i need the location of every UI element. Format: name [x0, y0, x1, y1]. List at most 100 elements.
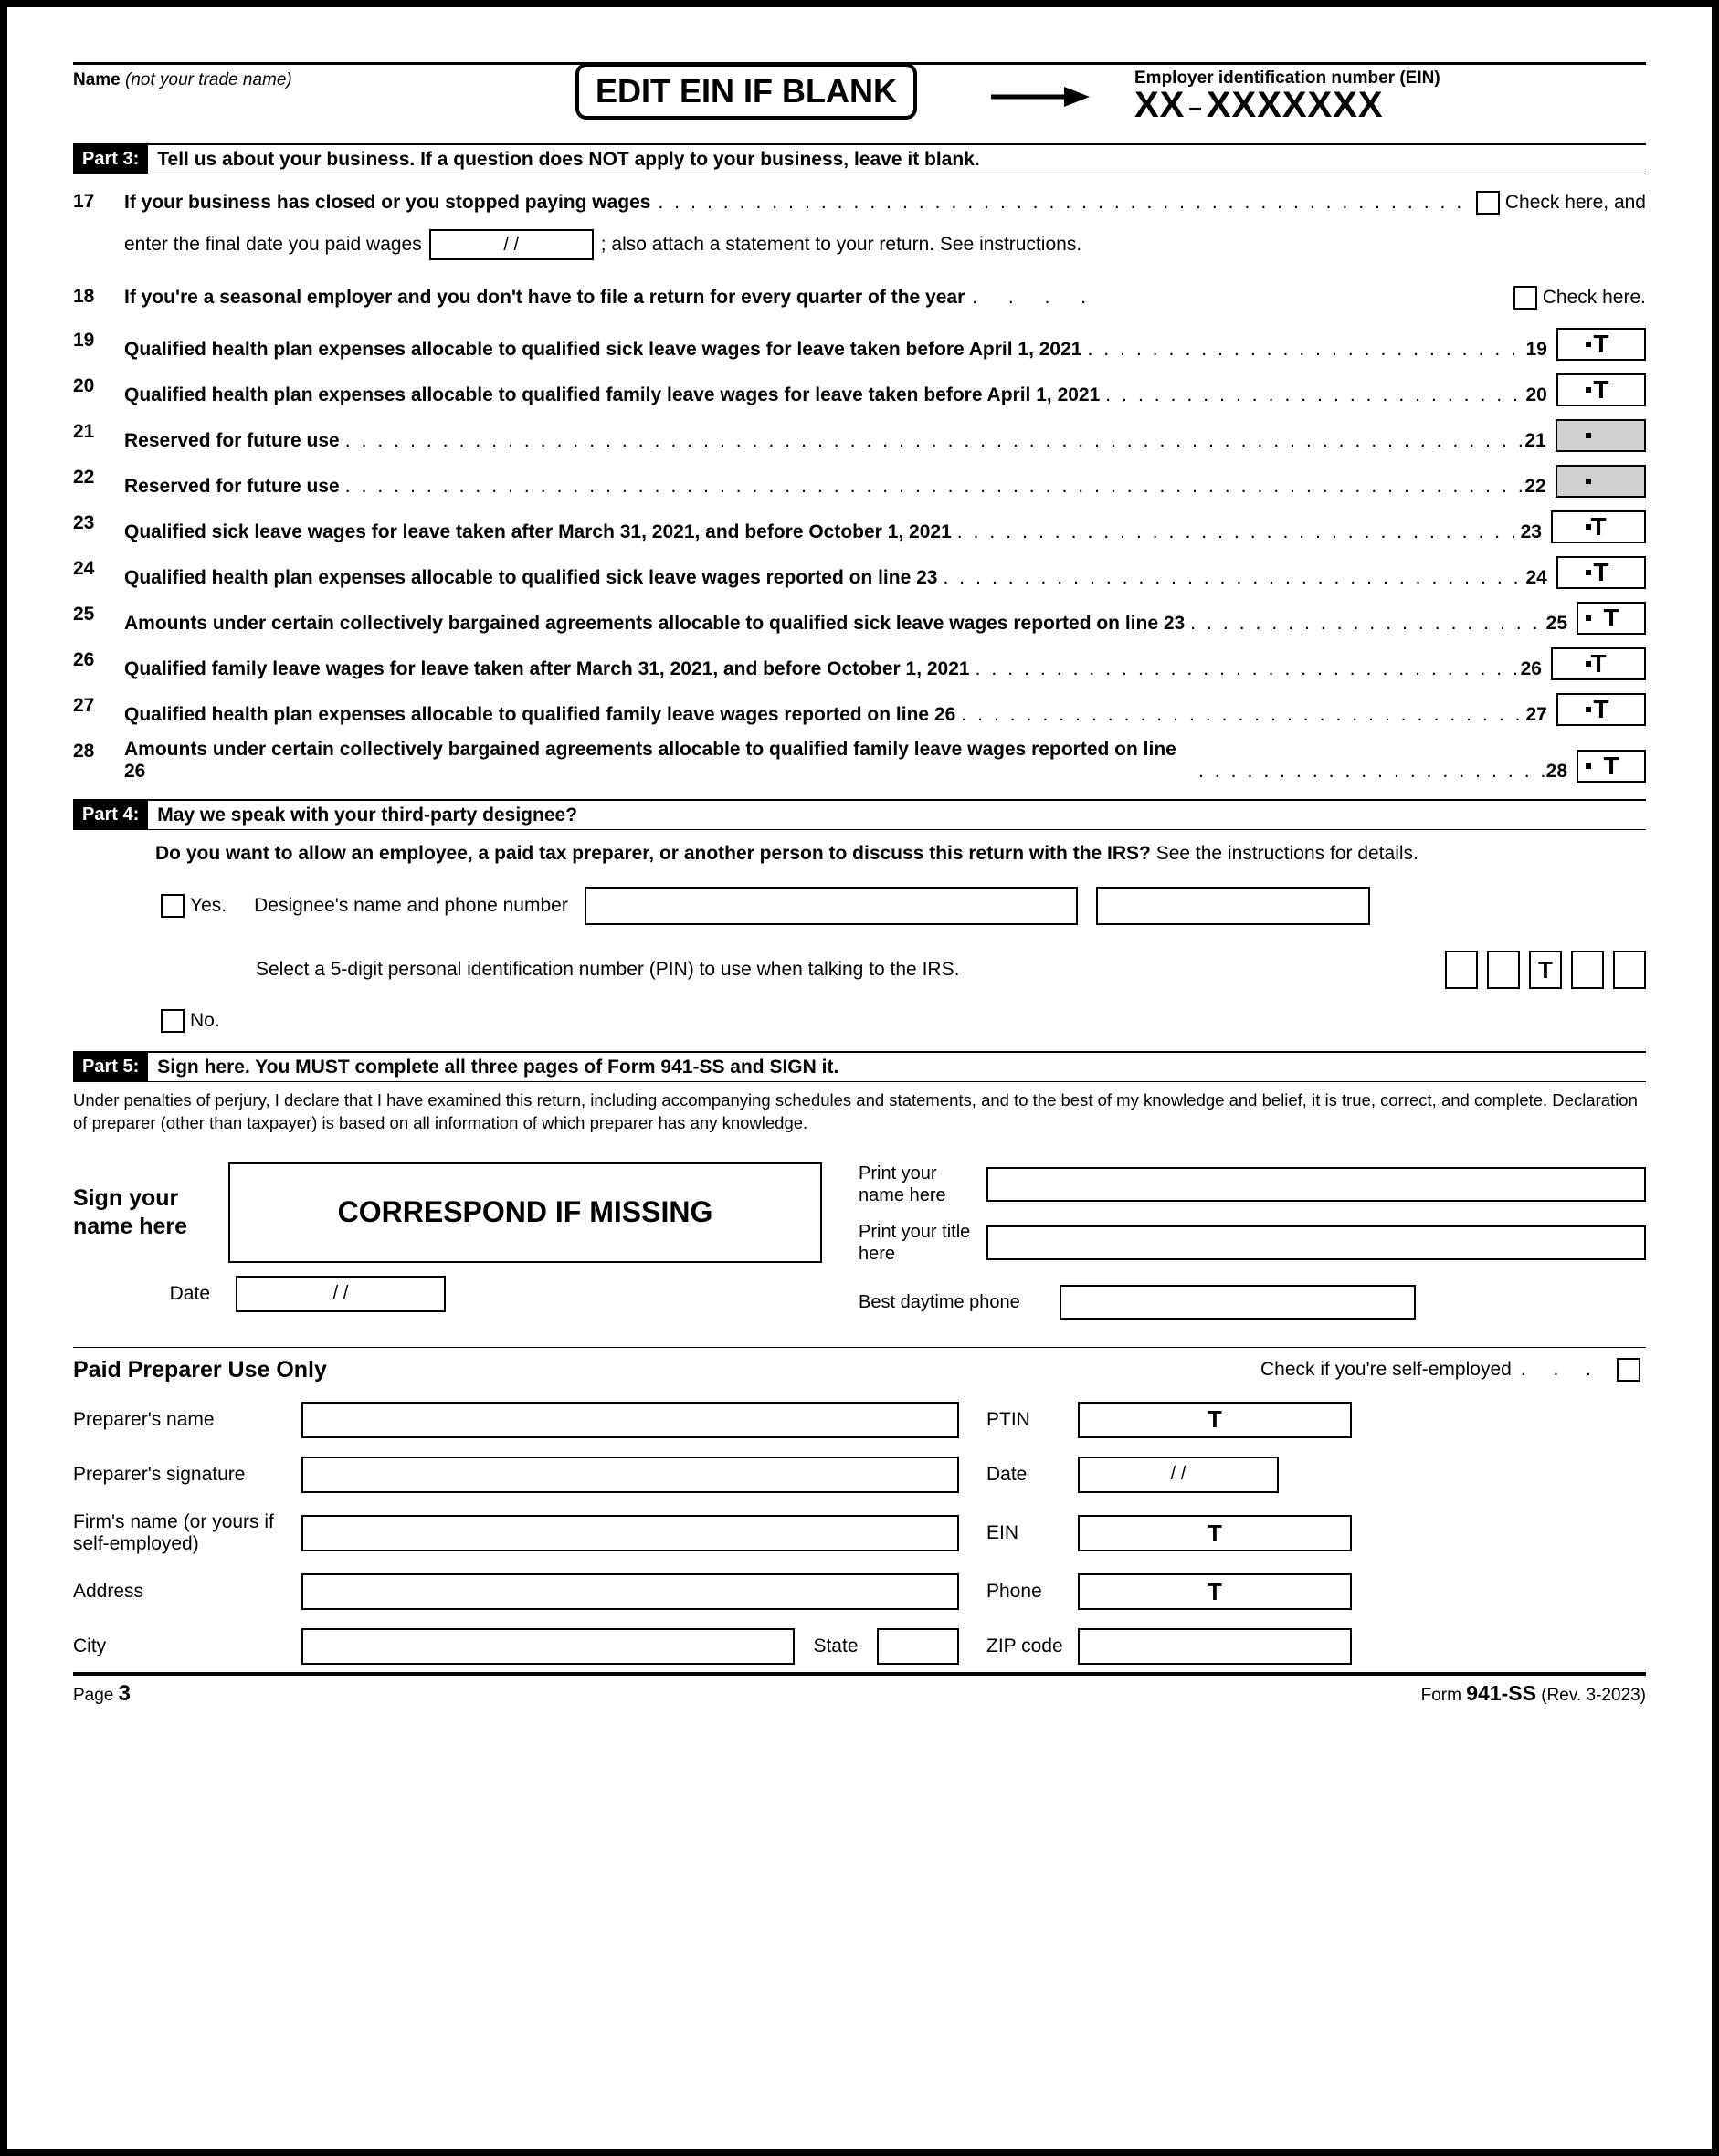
line-21-amount-input[interactable] — [1556, 419, 1646, 452]
print-title-input[interactable] — [986, 1225, 1646, 1260]
line-25-amount-input[interactable]: T — [1577, 602, 1646, 635]
pin-box-2[interactable] — [1487, 951, 1520, 989]
daytime-phone-label: Best daytime phone — [859, 1291, 1060, 1313]
line-27: 27Qualified health plan expenses allocab… — [73, 693, 1646, 726]
line-22-amount-input[interactable] — [1556, 465, 1646, 498]
form-rev: (Rev. 3-2023) — [1541, 1686, 1646, 1705]
dots: . . . — [1521, 1359, 1602, 1381]
line-19-num: 19 — [73, 328, 124, 352]
state-input[interactable] — [877, 1628, 959, 1665]
line-28-text: Amounts under certain collectively barga… — [124, 739, 1193, 783]
line-18: 18 If you're a seasonal employer and you… — [73, 286, 1646, 310]
city-input[interactable] — [301, 1628, 795, 1665]
line-27-right-num: 27 — [1526, 704, 1556, 726]
form-number: 941-SS — [1466, 1681, 1536, 1705]
line-19: 19Qualified health plan expenses allocab… — [73, 328, 1646, 361]
dots: ........................................… — [970, 658, 1521, 680]
prep-date-label: Date — [959, 1464, 1078, 1486]
sign-date-input[interactable]: / / — [236, 1276, 446, 1312]
pin-box-3[interactable]: T — [1529, 951, 1562, 989]
part4-title: May we speak with your third-party desig… — [157, 805, 577, 826]
line-28-amount-input[interactable]: T — [1577, 750, 1646, 783]
line-18-num: 18 — [73, 286, 124, 308]
print-name-input[interactable] — [986, 1167, 1646, 1202]
zip-label: ZIP code — [959, 1635, 1078, 1657]
name-label-italic: (not your trade name) — [125, 70, 292, 89]
line-17-date-input[interactable]: / / — [429, 229, 594, 260]
prep-name-input[interactable] — [301, 1402, 959, 1438]
line-24: 24Qualified health plan expenses allocab… — [73, 556, 1646, 589]
self-employed-checkbox[interactable] — [1617, 1358, 1640, 1382]
line-20: 20Qualified health plan expenses allocab… — [73, 373, 1646, 406]
yes-label: Yes. — [190, 895, 227, 917]
line-23: 23 Qualified sick leave wages for leave t… — [73, 510, 1646, 543]
prep-phone-input[interactable]: T — [1078, 1573, 1352, 1610]
prep-ein-input[interactable]: T — [1078, 1515, 1352, 1551]
pin-box-1[interactable] — [1445, 951, 1478, 989]
line-20-right-num: 20 — [1526, 384, 1556, 406]
line-20-amount-input[interactable]: T — [1556, 373, 1646, 406]
no-label: No. — [190, 1010, 220, 1032]
designee-phone-input[interactable] — [1096, 887, 1370, 925]
firm-input[interactable] — [301, 1515, 959, 1551]
state-label: State — [795, 1635, 877, 1657]
line-23-amount-input[interactable]: T — [1551, 510, 1646, 543]
prep-sig-label: Preparer's signature — [73, 1464, 301, 1486]
line-24-num: 24 — [73, 556, 124, 580]
part4-label: Part 4: — [73, 801, 148, 829]
line-19-amount-input[interactable]: T — [1556, 328, 1646, 361]
dots: ........................................… — [1100, 384, 1525, 406]
line-20-num: 20 — [73, 373, 124, 397]
sign-label: Sign your name here — [73, 1184, 228, 1242]
line-19-right-num: 19 — [1526, 339, 1556, 361]
ptin-label: PTIN — [959, 1409, 1078, 1431]
daytime-phone-input[interactable] — [1060, 1285, 1416, 1320]
pin-box-5[interactable] — [1613, 951, 1646, 989]
designee-no-checkbox[interactable] — [161, 1009, 185, 1033]
line-26: 26Qualified family leave wages for leave… — [73, 647, 1646, 680]
pin-boxes: T — [1445, 951, 1646, 989]
line-24-amount-input[interactable]: T — [1556, 556, 1646, 589]
line-26-amount-input[interactable]: T — [1551, 647, 1646, 680]
zip-input[interactable] — [1078, 1628, 1352, 1665]
prep-name-label: Preparer's name — [73, 1409, 301, 1431]
print-title-label: Print your title here — [859, 1221, 986, 1265]
line-18-text: If you're a seasonal employer and you do… — [124, 287, 965, 309]
line-17-num: 17 — [73, 191, 124, 213]
part5-title: Sign here. You MUST complete all three p… — [157, 1057, 838, 1078]
part3-label: Part 3: — [73, 145, 148, 174]
line-26-num: 26 — [73, 647, 124, 671]
ein-suffix: XXXXXXX — [1207, 85, 1384, 125]
line-17-checkbox[interactable] — [1476, 191, 1500, 215]
prep-sig-input[interactable] — [301, 1457, 959, 1493]
perjury-text: Under penalties of perjury, I declare th… — [73, 1089, 1646, 1135]
line-18-checkbox[interactable] — [1513, 286, 1537, 310]
line-21-num: 21 — [73, 419, 124, 443]
pin-box-4[interactable] — [1571, 951, 1604, 989]
line-27-amount-input[interactable]: T — [1556, 693, 1646, 726]
line-22-text: Reserved for future use — [124, 476, 340, 498]
line-23-right-num: 23 — [1521, 521, 1551, 543]
part4-intro-bold: Do you want to allow an employee, a paid… — [155, 843, 1151, 864]
line-27-text: Qualified health plan expenses allocable… — [124, 704, 955, 726]
prep-ein-label: EIN — [959, 1522, 1078, 1544]
line-23-text: Qualified sick leave wages for leave tak… — [124, 521, 952, 543]
line-17-sub-post: ; also attach a statement to your return… — [601, 234, 1081, 256]
address-input[interactable] — [301, 1573, 959, 1610]
line-22-num: 22 — [73, 465, 124, 489]
part3-title: Tell us about your business. If a questi… — [157, 149, 979, 171]
ptin-input[interactable]: T — [1078, 1402, 1352, 1438]
prep-date-input[interactable]: / / — [1078, 1457, 1279, 1493]
form-header: Name (not your trade name) EDIT EIN IF B… — [73, 67, 1646, 138]
line-27-num: 27 — [73, 693, 124, 717]
designee-label: Designee's name and phone number — [254, 895, 568, 917]
firm-label: Firm's name (or yours if self-employed) — [73, 1511, 301, 1555]
signature-box[interactable]: CORRESPOND IF MISSING — [228, 1162, 822, 1263]
ein-prefix: XX — [1134, 85, 1185, 125]
line-21-right-num: 21 — [1524, 430, 1555, 452]
designee-name-input[interactable] — [585, 887, 1078, 925]
line-18-check-label: Check here. — [1543, 287, 1646, 309]
line-22: 22Reserved for future use...............… — [73, 465, 1646, 498]
dots: ........................................… — [650, 192, 1470, 214]
designee-yes-checkbox[interactable] — [161, 894, 185, 918]
